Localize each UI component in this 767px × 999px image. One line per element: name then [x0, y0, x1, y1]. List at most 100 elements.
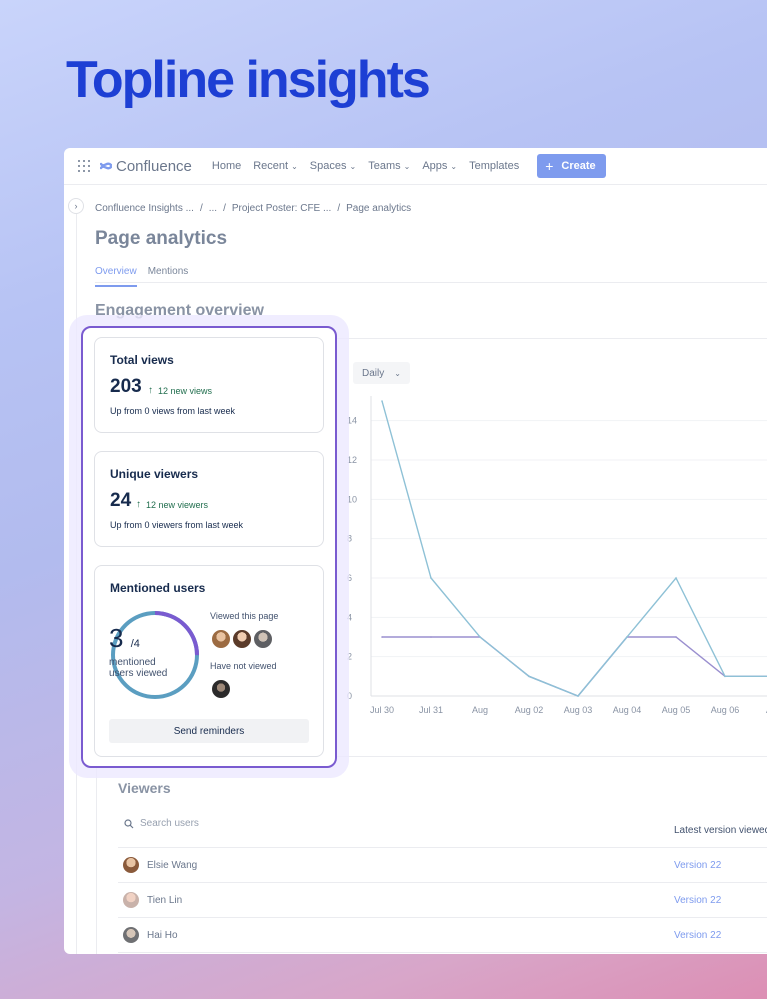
unique-viewers-title: Unique viewers: [110, 467, 199, 481]
not-viewed-heading: Have not viewed: [210, 661, 277, 671]
x-tick-label: Aug 03: [564, 705, 593, 715]
breadcrumb-separator: /: [223, 203, 226, 214]
chevron-right-icon: ›: [74, 201, 78, 211]
unique-viewers-delta: ↑ 12 new viewers: [136, 499, 208, 510]
total-views-title: Total views: [110, 353, 174, 367]
series-line-total-views: [381, 400, 767, 697]
viewed-heading: Viewed this page: [210, 611, 279, 621]
data-point: [430, 577, 432, 579]
breadcrumb-item[interactable]: ...: [208, 203, 218, 214]
breadcrumb-item[interactable]: Confluence Insights ...: [95, 203, 194, 214]
progress-ring-arc: [111, 611, 199, 699]
avatar: [252, 628, 274, 650]
breadcrumb: Confluence Insights ... / ... / Project Po…: [95, 203, 411, 214]
avatar: [210, 628, 232, 650]
x-tick-label: Aug: [766, 705, 767, 715]
data-point: [528, 675, 530, 678]
nav-recent[interactable]: Recent ⌄: [253, 160, 298, 172]
period-select[interactable]: Daily ⌄: [353, 362, 410, 384]
data-point: [626, 636, 628, 638]
y-tick-label: 14: [347, 416, 357, 426]
viewers-title: Viewers: [118, 780, 171, 796]
ring-caption: mentioned users viewed: [109, 657, 201, 679]
confluence-logo-text: Confluence: [116, 157, 192, 175]
viewer-name: Hai Ho: [147, 929, 178, 941]
viewer-name: Tien Lin: [147, 894, 183, 906]
chevron-down-icon: ⌄: [394, 368, 401, 378]
y-tick-label: 6: [347, 573, 352, 583]
nav-apps[interactable]: Apps ⌄: [422, 160, 457, 172]
engagement-overview-title: Engagement overview: [95, 302, 264, 319]
y-tick-label: 2: [347, 652, 352, 662]
x-tick-label: Aug 02: [515, 705, 544, 715]
nav-teams[interactable]: Teams ⌄: [368, 160, 410, 172]
top-navigation: Confluence Home Recent ⌄ Spaces ⌄ Teams ⌄ A…: [64, 148, 767, 185]
avatar: [123, 892, 139, 908]
breadcrumb-separator: /: [199, 203, 203, 214]
search-users-field[interactable]: Search users: [118, 818, 199, 847]
avatar: [123, 857, 139, 873]
engagement-line-chart: 0 2 4 6 8 10 12 14 Jul 30 Jul 31 Aug Aug 02 Aug 03 Au…: [347, 396, 767, 715]
data-point: [479, 636, 481, 638]
create-button[interactable]: + Create: [537, 154, 606, 178]
arrow-up-icon: ↑: [136, 499, 141, 510]
data-point: [724, 675, 726, 678]
data-point: [381, 400, 383, 402]
chevron-down-icon: ⌄: [291, 161, 298, 171]
x-tick-label: Aug 05: [662, 705, 691, 715]
ring-total-count: /4: [130, 638, 140, 650]
mentioned-users-ring: 3 /4 mentioned users viewed: [109, 609, 201, 701]
nav-spaces[interactable]: Spaces ⌄: [310, 160, 356, 172]
nav-home[interactable]: Home: [212, 160, 241, 172]
mentioned-users-card: Mentioned users 3 /4 mentioned users vie…: [94, 565, 324, 757]
total-views-value: 203: [110, 376, 142, 397]
latest-version-column-header: Latest version viewed: [674, 825, 767, 836]
search-users-placeholder: Search users: [140, 818, 199, 829]
nav-templates-label: Templates: [469, 160, 520, 172]
table-row[interactable]: Tien Lin Version 22: [118, 883, 767, 918]
table-row[interactable]: Elsie Wang Version 22: [118, 848, 767, 883]
table-row[interactable]: Hai Ho Version 22: [118, 918, 767, 953]
y-tick-label: 4: [347, 612, 352, 622]
data-point: [675, 577, 677, 579]
nav-spaces-label: Spaces: [309, 160, 347, 172]
x-tick-label: Jul 30: [370, 705, 394, 715]
x-tick-label: Aug 04: [613, 705, 642, 715]
breadcrumb-item[interactable]: Page analytics: [346, 203, 412, 214]
expand-sidebar-button[interactable]: ›: [68, 198, 84, 214]
breadcrumb-item[interactable]: Project Poster: CFE ...: [231, 203, 332, 214]
nav-templates[interactable]: Templates: [469, 160, 519, 172]
app-switcher-icon[interactable]: [78, 160, 90, 172]
breadcrumb-separator: /: [337, 203, 341, 214]
y-tick-label: 0: [347, 691, 352, 701]
viewer-version-link[interactable]: Version 22: [674, 859, 722, 871]
unique-viewers-delta-text: 12 new viewers: [146, 499, 209, 510]
send-reminders-button[interactable]: Send reminders: [109, 719, 309, 743]
page-title: Page analytics: [95, 228, 228, 249]
create-button-label: Create: [561, 160, 596, 172]
chevron-down-icon: ⌄: [450, 161, 458, 171]
nav-home-label: Home: [211, 160, 242, 172]
nav-teams-label: Teams: [368, 160, 401, 172]
y-tick-label: 10: [347, 494, 357, 504]
ring-caption-line-1: mentioned: [109, 657, 156, 668]
x-tick-label: Aug: [472, 705, 488, 715]
ring-viewed-count: 3: [109, 623, 124, 653]
avatar: [231, 628, 253, 650]
period-select-value: Daily: [362, 367, 385, 379]
tab-mentions[interactable]: Mentions: [147, 266, 189, 277]
section-divider: [95, 338, 767, 339]
viewer-version-link[interactable]: Version 22: [674, 894, 722, 906]
ring-count: 3 /4: [109, 623, 201, 654]
nav-recent-label: Recent: [253, 160, 289, 172]
unique-viewers-sub: Up from 0 viewers from last week: [110, 520, 244, 530]
x-tick-label: Jul 31: [419, 705, 443, 715]
viewer-version-link[interactable]: Version 22: [674, 929, 722, 941]
mentioned-users-title: Mentioned users: [110, 581, 206, 595]
tab-overview[interactable]: Overview: [95, 266, 137, 287]
avatar: [123, 927, 139, 943]
confluence-logo[interactable]: Confluence: [100, 158, 192, 175]
ring-caption-line-2: users viewed: [109, 668, 168, 679]
viewers-divider: [96, 756, 767, 757]
avatar: [210, 678, 232, 700]
